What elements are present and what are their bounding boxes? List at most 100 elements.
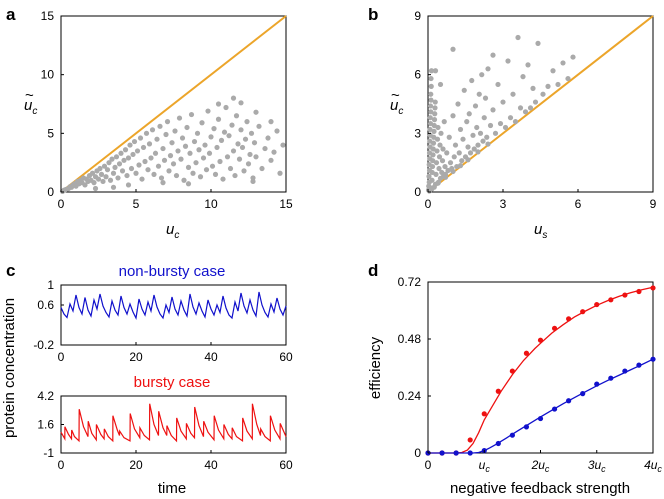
scatter-point: [232, 172, 238, 179]
scatter-point: [205, 108, 211, 114]
efficiency-point-red: [523, 350, 530, 356]
panel-b-xtick-label: 0: [425, 197, 432, 211]
scatter-point: [208, 134, 214, 140]
scatter-point: [433, 160, 440, 166]
panel-ct-xtick-label: 0: [58, 350, 65, 364]
scatter-point: [253, 109, 259, 115]
scatter-point: [238, 100, 244, 106]
efficiency-point-red: [636, 288, 642, 295]
scatter-point: [466, 111, 472, 117]
panel-b-xtick-label: 9: [650, 197, 657, 211]
scatter-point: [520, 74, 526, 80]
panel-b-y-ticks: 0 3 6 9: [414, 9, 431, 199]
panel-b-axes-box: [427, 15, 654, 193]
scatter-point: [434, 148, 440, 154]
panel-a-xtick-label: 0: [58, 197, 65, 211]
panel-ct-ytick-label: 0.6: [37, 298, 54, 312]
efficiency-point-red: [650, 285, 656, 291]
scatter-point: [465, 157, 471, 163]
scatter-point: [95, 176, 102, 182]
panel-ct-ytick-label: -0.2: [33, 338, 54, 352]
scatter-point: [185, 181, 192, 187]
scatter-point: [427, 103, 434, 109]
scatter-point: [220, 176, 226, 182]
scatter-point: [437, 142, 443, 148]
scatter-point: [457, 126, 464, 133]
efficiency-point-blue: [580, 391, 586, 397]
scatter-point: [101, 163, 108, 169]
panel-c-top-title: non-bursty case: [119, 263, 226, 280]
efficiency-point-red: [566, 316, 572, 322]
scatter-point: [437, 81, 444, 88]
panel-b-ytick-label: 6: [414, 68, 421, 82]
panel-c-xlabel: time: [158, 480, 186, 497]
scatter-point: [522, 109, 529, 115]
panel-b-xtick-label: 3: [500, 197, 507, 211]
scatter-point: [97, 165, 103, 172]
scatter-point: [436, 154, 443, 160]
scatter-point: [100, 178, 106, 185]
efficiency-curve-red: [428, 286, 654, 454]
scatter-point: [146, 141, 153, 147]
panel-d-xtick-label: 3uc: [588, 458, 606, 474]
scatter-point: [197, 174, 204, 180]
scatter-point: [259, 165, 265, 172]
scatter-point: [446, 134, 452, 140]
panel-a-ylabel-tilde: ~: [25, 87, 34, 104]
scatter-point: [475, 142, 481, 148]
scatter-point: [428, 109, 434, 115]
scatter-point: [206, 150, 213, 156]
scatter-point: [82, 182, 88, 188]
scatter-point: [89, 170, 96, 176]
efficiency-point-red: [495, 388, 501, 394]
scatter-point: [196, 147, 202, 153]
scatter-point: [251, 140, 258, 146]
scatter-point: [190, 170, 196, 176]
panel-a-xtick-label: 15: [279, 197, 293, 211]
scatter-point: [476, 91, 482, 97]
panel-label-c: c: [6, 261, 15, 280]
panel-label-a: a: [6, 5, 16, 24]
scatter-point: [485, 66, 491, 72]
scatter-point: [436, 165, 442, 172]
scatter-point: [230, 95, 237, 101]
scatter-point: [227, 165, 234, 172]
scatter-point: [170, 161, 177, 167]
scatter-point: [429, 163, 436, 170]
scatter-point: [428, 75, 434, 82]
scatter-point: [137, 135, 144, 141]
scatter-point: [124, 172, 130, 179]
efficiency-point-blue: [509, 432, 515, 438]
scatter-point: [115, 175, 121, 181]
scatter-point: [479, 72, 485, 78]
scatter-point: [139, 176, 145, 182]
scatter-point: [212, 171, 219, 177]
scatter-point: [432, 105, 438, 111]
scatter-point: [131, 138, 138, 145]
scatter-point: [505, 58, 511, 64]
scatter-point: [133, 170, 139, 176]
scatter-point: [179, 135, 186, 141]
scatter-point: [235, 141, 241, 147]
scatter-point: [427, 126, 433, 133]
scatter-point: [440, 146, 446, 152]
scatter-point: [560, 60, 566, 66]
scatter-point: [550, 68, 556, 74]
efficiency-point-red: [509, 368, 515, 374]
scatter-point: [194, 130, 201, 136]
efficiency-point-red: [551, 325, 558, 331]
scatter-point: [447, 160, 454, 166]
scatter-point: [214, 144, 220, 151]
scatter-point: [484, 134, 490, 140]
scatter-point: [532, 99, 539, 105]
scatter-point: [236, 156, 243, 162]
scatter-point: [154, 136, 160, 142]
scatter-point: [98, 171, 105, 177]
panel-d-axes-box: [427, 281, 654, 454]
scatter-point: [442, 174, 449, 180]
scatter-point: [128, 165, 135, 172]
scatter-point: [149, 127, 156, 133]
scatter-point: [450, 113, 456, 119]
panel-ct-xtick-label: 40: [204, 350, 218, 364]
